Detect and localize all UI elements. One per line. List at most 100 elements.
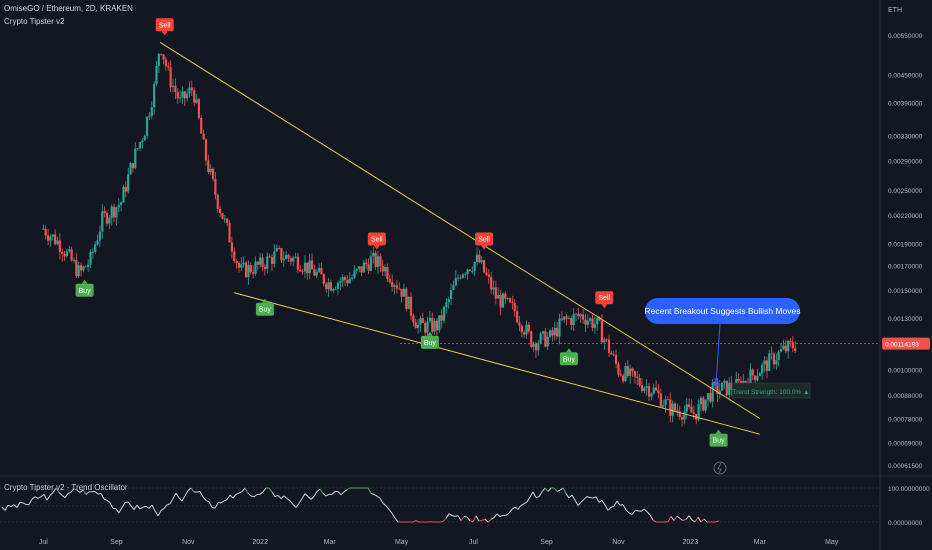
candle-body bbox=[162, 54, 165, 60]
candle-body bbox=[42, 228, 45, 230]
candle-body bbox=[63, 254, 66, 257]
oscillator-line bbox=[379, 498, 384, 504]
candle-body bbox=[485, 272, 488, 275]
oscillator-line bbox=[691, 519, 696, 523]
oscillator-line bbox=[391, 513, 396, 519]
candle-body bbox=[360, 266, 363, 273]
oscillator-line bbox=[121, 502, 126, 508]
candle-body bbox=[327, 282, 330, 290]
candle-body bbox=[54, 234, 57, 245]
candle-body bbox=[647, 386, 651, 397]
oscillator-line bbox=[58, 491, 63, 496]
oscillator-line bbox=[292, 504, 297, 508]
candle-body bbox=[428, 317, 431, 322]
signal-box bbox=[709, 433, 728, 447]
oscillator-line bbox=[631, 510, 636, 515]
candle-body bbox=[449, 289, 453, 299]
oscillator-line bbox=[331, 491, 336, 495]
oscillator-line bbox=[49, 492, 54, 496]
oscillator-line bbox=[100, 493, 105, 500]
oscillator-line bbox=[43, 494, 48, 501]
signal-label: Buy bbox=[424, 340, 437, 347]
candle-body bbox=[680, 416, 684, 420]
signal-label: Buy bbox=[563, 356, 576, 363]
y-tick-label: 0.00550000 bbox=[888, 33, 923, 40]
candle-body bbox=[721, 382, 724, 391]
candle-body bbox=[777, 351, 780, 361]
candle-body bbox=[143, 135, 146, 141]
oscillator-title[interactable]: Crypto Tipster v2 - Trend Oscillator bbox=[4, 483, 128, 492]
candle-body bbox=[426, 321, 429, 333]
indicator-label[interactable]: Crypto Tipster v2 bbox=[4, 17, 65, 26]
candle-body bbox=[497, 294, 500, 299]
candle-body bbox=[383, 267, 387, 272]
candle-body bbox=[690, 407, 693, 413]
candle-body bbox=[761, 364, 764, 374]
candle-body bbox=[678, 411, 681, 417]
oscillator-line bbox=[106, 500, 111, 504]
candle-body bbox=[452, 285, 455, 290]
candle-body bbox=[662, 405, 665, 407]
candle-body bbox=[589, 318, 592, 321]
candle-body bbox=[779, 349, 783, 352]
oscillator-line bbox=[160, 508, 165, 511]
oscillator-line bbox=[316, 488, 321, 492]
candle-body bbox=[197, 99, 201, 118]
oscillator-line bbox=[340, 491, 345, 496]
oscillator-line bbox=[124, 501, 129, 504]
candle-body bbox=[186, 93, 189, 99]
candle-body bbox=[72, 260, 76, 261]
oscillator-line bbox=[478, 519, 483, 522]
oscillator-line bbox=[112, 507, 117, 510]
oscillator-line bbox=[604, 504, 609, 511]
candle-body bbox=[362, 262, 365, 273]
oscillator-line bbox=[448, 513, 453, 517]
oscillator-line bbox=[652, 519, 657, 523]
x-tick-label: Nov bbox=[612, 539, 625, 546]
candle-body bbox=[537, 343, 540, 351]
candle-body bbox=[376, 256, 380, 267]
oscillator-line bbox=[298, 498, 303, 504]
signal-label: Buy bbox=[713, 438, 726, 445]
candle-body bbox=[131, 163, 135, 169]
candle-body bbox=[775, 360, 778, 365]
oscillator-line bbox=[169, 498, 174, 505]
candle-body bbox=[638, 377, 641, 386]
candle-body bbox=[374, 252, 377, 267]
candle-body bbox=[525, 324, 528, 335]
oscillator-line bbox=[178, 497, 183, 502]
oscillator-line bbox=[529, 491, 534, 498]
oscillator-line bbox=[187, 487, 192, 491]
candle-body bbox=[112, 206, 116, 218]
candle-body bbox=[346, 280, 349, 284]
y-tick-label: 0.00088000 bbox=[888, 393, 923, 400]
candle-body bbox=[421, 318, 424, 323]
candle-body bbox=[617, 363, 620, 375]
oscillator-line bbox=[238, 491, 243, 494]
candle-body bbox=[299, 269, 302, 272]
oscillator-line bbox=[241, 487, 246, 492]
candle-body bbox=[728, 382, 731, 396]
candle-body bbox=[600, 320, 604, 343]
candle-body bbox=[65, 251, 69, 257]
oscillator-line bbox=[310, 496, 315, 500]
oscillator-line bbox=[535, 496, 540, 499]
oscillator-line bbox=[451, 515, 456, 517]
candle-body bbox=[108, 217, 111, 224]
signal-label: Sell bbox=[159, 22, 171, 29]
buy-signal: Buy bbox=[709, 429, 728, 447]
oscillator-line bbox=[319, 488, 324, 494]
candle-body bbox=[320, 267, 323, 275]
candle-body bbox=[84, 266, 87, 268]
candle-body bbox=[58, 240, 61, 252]
oscillator-line bbox=[145, 505, 150, 509]
candle-body bbox=[407, 296, 410, 310]
candle-body bbox=[145, 116, 149, 136]
candle-body bbox=[70, 249, 73, 261]
candle-body bbox=[200, 117, 203, 134]
candle-body bbox=[607, 339, 611, 353]
x-tick-label: Sep bbox=[540, 539, 553, 546]
signal-pointer bbox=[426, 331, 433, 336]
candle-body bbox=[343, 277, 347, 281]
